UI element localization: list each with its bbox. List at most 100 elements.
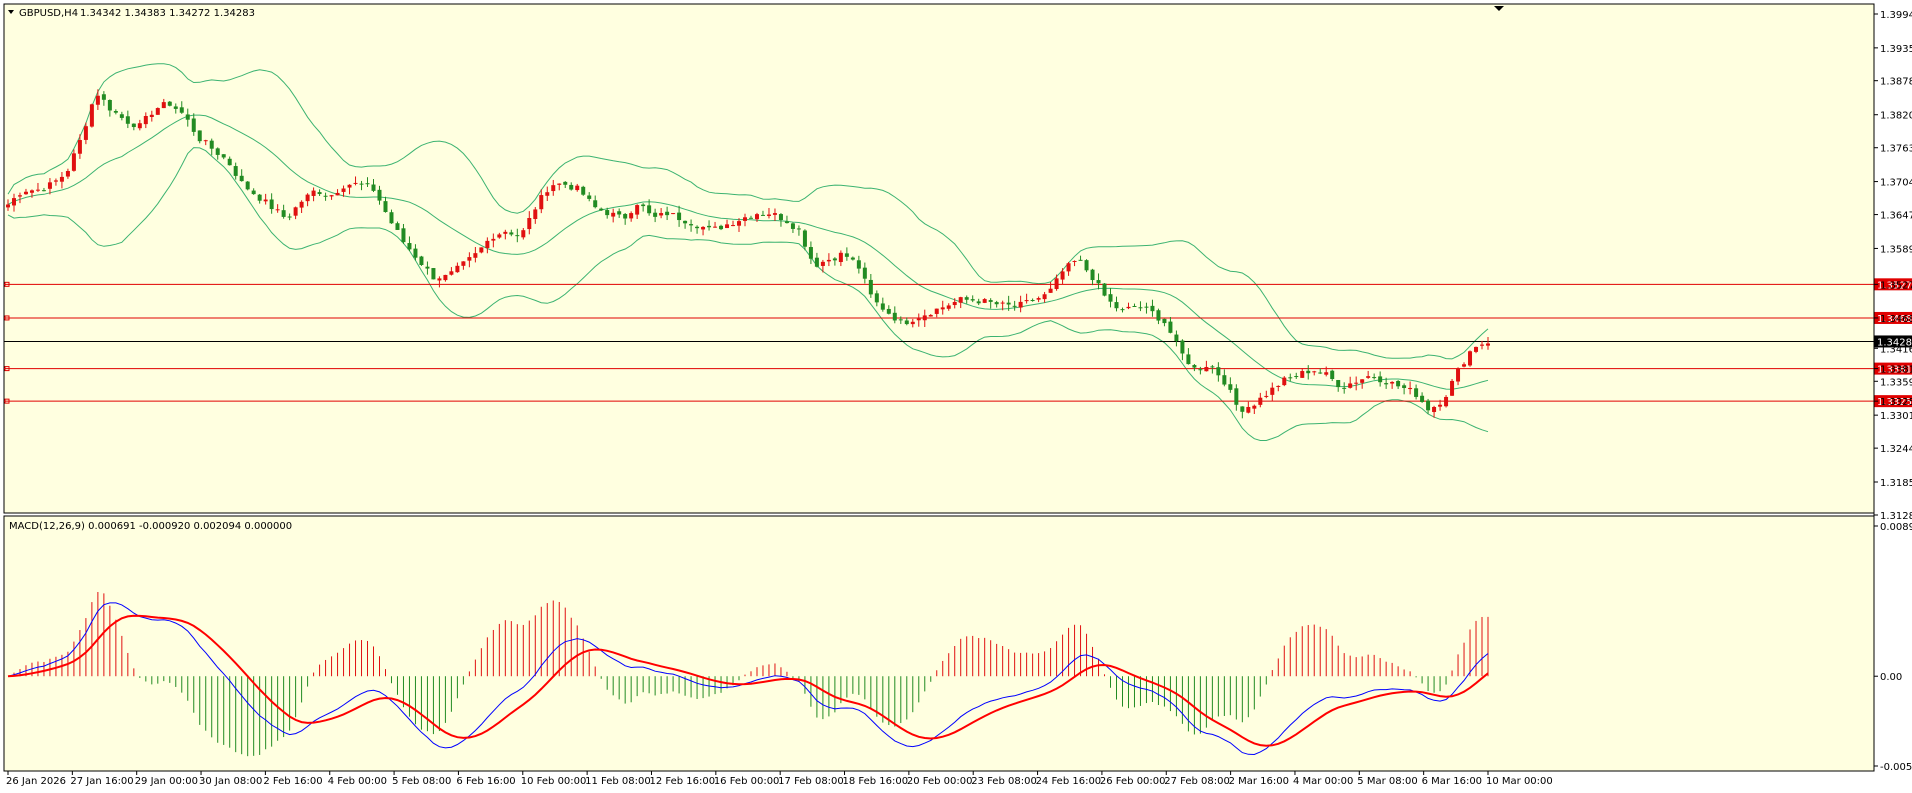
candle-body xyxy=(1438,404,1443,407)
candle-body xyxy=(569,184,574,190)
candle-body xyxy=(1294,376,1299,378)
candle-body xyxy=(1264,395,1269,397)
candle-body xyxy=(1462,364,1467,367)
candle-body xyxy=(593,200,598,208)
candle-body xyxy=(982,299,987,303)
candle-body xyxy=(1174,334,1179,342)
candle-body xyxy=(329,195,334,197)
candle-body xyxy=(886,308,891,314)
time-axis: 26 Jan 2026 27 Jan 16:00 29 Jan 00:00 30 Ja… xyxy=(6,771,1553,787)
bollinger-upper-line xyxy=(7,63,1489,360)
candle-body xyxy=(1012,305,1017,307)
candle-body xyxy=(1048,288,1053,293)
candle-body xyxy=(1234,388,1239,405)
main-panel-bg[interactable] xyxy=(3,3,1875,514)
candle-body xyxy=(1114,302,1119,309)
time-tick-label: 26 Jan 2026 xyxy=(6,776,66,787)
bollinger-lower-line xyxy=(7,147,1489,441)
candle-body xyxy=(533,209,538,220)
candle-body xyxy=(467,257,472,261)
price-tick-label: 1.35890 xyxy=(1880,244,1912,255)
candle-body xyxy=(167,101,172,106)
candle-body xyxy=(1372,377,1377,379)
candle-body xyxy=(611,212,616,217)
bollinger-bands xyxy=(7,63,1489,441)
candle-body xyxy=(227,158,232,166)
candle-body xyxy=(1132,306,1137,308)
candle-body xyxy=(23,191,28,195)
candle-body xyxy=(1030,300,1035,302)
time-tick-label: 2 Mar 16:00 xyxy=(1229,776,1289,787)
candle-body xyxy=(778,214,783,220)
candle-body xyxy=(874,293,879,303)
candle-body xyxy=(1204,366,1209,372)
price-tick-label: 1.33252 xyxy=(1880,397,1912,408)
candle-body xyxy=(994,302,999,305)
candle-body xyxy=(143,116,148,125)
candle-body xyxy=(1108,294,1113,302)
price-tick-label: 1.38200 xyxy=(1880,111,1912,122)
candle-body xyxy=(6,204,10,208)
candle-body xyxy=(1006,302,1011,305)
candle-body xyxy=(41,190,46,192)
candle-body xyxy=(341,188,346,192)
time-tick-label: 20 Feb 00:00 xyxy=(907,776,973,787)
candle-body xyxy=(1270,387,1275,395)
level-price-tag xyxy=(1874,395,1912,408)
macd-tick-label: 0.00 xyxy=(1880,672,1902,683)
time-tick-label: 11 Feb 08:00 xyxy=(585,776,651,787)
macd-panel-bg[interactable] xyxy=(3,515,1875,772)
candle-body xyxy=(838,252,843,263)
candle-body xyxy=(1000,302,1005,304)
candle-body xyxy=(395,223,400,230)
candle-body xyxy=(425,266,430,269)
candle-body xyxy=(1246,406,1251,413)
candle-body xyxy=(970,299,975,301)
candle-body xyxy=(1486,343,1490,346)
candle-body xyxy=(641,204,646,207)
level-price-label: 1.34689 xyxy=(1877,314,1912,325)
candle-body xyxy=(1378,376,1383,383)
candle-body xyxy=(1060,271,1065,280)
candle-body xyxy=(623,214,628,219)
horizontal-levels[interactable]: 1.35270 1.34689 1.33814 1.33252 1.34283 xyxy=(4,278,1912,408)
candle-body xyxy=(653,212,658,217)
candle-body xyxy=(263,199,268,202)
candle-body xyxy=(221,154,226,158)
time-tick-label: 27 Jan 16:00 xyxy=(70,776,133,787)
candle-body xyxy=(1366,376,1371,378)
price-tick-label: 1.35270 xyxy=(1880,280,1912,291)
time-tick-label: 16 Feb 00:00 xyxy=(714,776,780,787)
level-price-label: 1.33252 xyxy=(1877,397,1912,408)
price-scale-bg xyxy=(1874,4,1912,771)
candle-body xyxy=(449,271,454,275)
candle-body xyxy=(599,208,604,211)
candle-body xyxy=(125,116,130,124)
candle-body xyxy=(1096,280,1101,284)
candle-body xyxy=(988,300,993,302)
chart-shift-marker-icon[interactable] xyxy=(1494,6,1504,11)
candle-body xyxy=(1360,379,1365,383)
time-tick-label: 10 Mar 00:00 xyxy=(1486,776,1553,787)
macd-signal-line xyxy=(7,614,1489,747)
candle-body xyxy=(844,253,849,257)
candle-body xyxy=(251,190,256,195)
candle-body xyxy=(1018,301,1023,308)
candle-body xyxy=(545,192,550,196)
candle-body xyxy=(389,212,394,224)
candle-body xyxy=(1390,381,1395,384)
collapse-triangle-icon[interactable] xyxy=(8,10,14,14)
candle-body xyxy=(365,183,370,185)
candle-body xyxy=(898,319,903,321)
candle-body xyxy=(113,111,118,113)
candle-body xyxy=(1456,368,1461,382)
candle-body xyxy=(1072,260,1077,262)
candle-body xyxy=(29,190,34,193)
candle-body xyxy=(1162,318,1167,324)
candle-body xyxy=(1342,387,1347,389)
candle-body xyxy=(35,189,40,191)
candle-body xyxy=(796,228,801,230)
candle-body xyxy=(371,184,376,191)
candle-body xyxy=(1024,300,1029,302)
